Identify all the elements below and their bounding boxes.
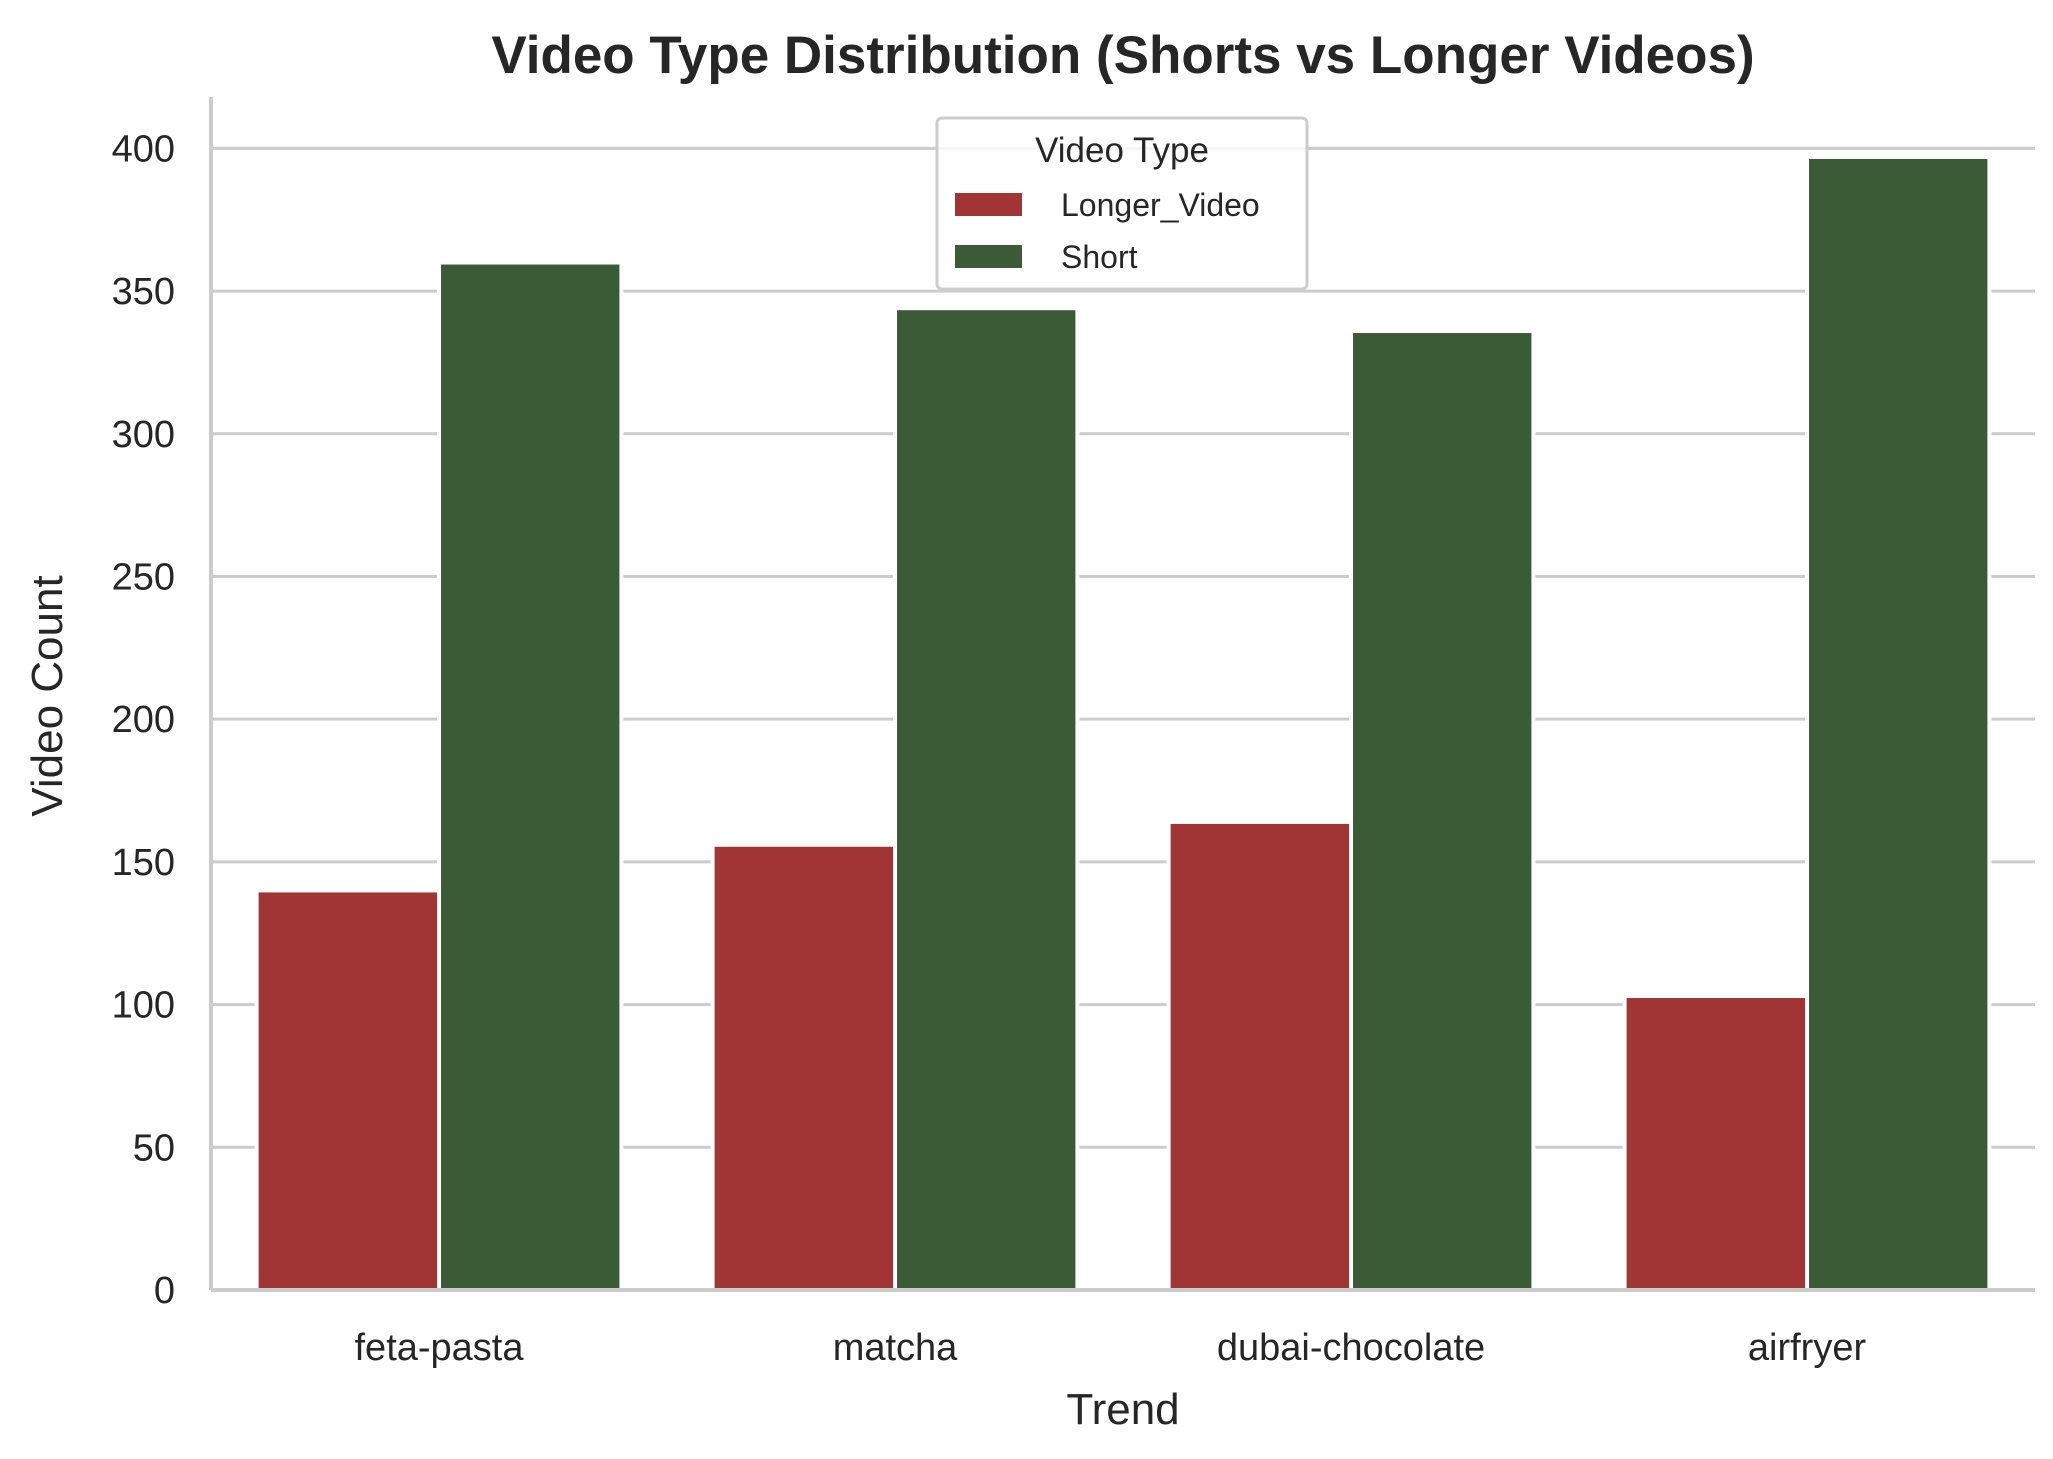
bar-longer-video-feta-pasta [254, 888, 441, 1292]
x-tick-label: matcha [833, 1327, 958, 1369]
y-tick-label: 150 [112, 842, 175, 884]
y-axis-label: Video Count [23, 575, 72, 816]
bar-longer-video-matcha [710, 842, 897, 1292]
bars [254, 154, 1992, 1293]
x-tick-label: dubai-chocolate [1217, 1327, 1485, 1369]
legend-label-short: Short [1061, 239, 1138, 275]
x-tick-label: feta-pasta [355, 1327, 525, 1369]
y-tick-label: 300 [112, 414, 175, 456]
legend-box [935, 116, 1309, 291]
chart-title: Video Type Distribution (Shorts vs Longe… [491, 26, 1754, 85]
bar-short-airfryer [1805, 154, 1992, 1292]
y-tick-label: 100 [112, 985, 175, 1027]
legend: Video Type Longer_Video Short [935, 116, 1309, 291]
y-tick-label: 350 [112, 271, 175, 313]
y-tick-label: 250 [112, 556, 175, 598]
legend-title: Video Type [1035, 131, 1209, 170]
y-tick-label: 50 [133, 1127, 175, 1169]
legend-label-longer-video: Longer_Video [1061, 187, 1260, 223]
bar-longer-video-airfryer [1622, 994, 1809, 1293]
legend-swatch-short [955, 245, 1022, 268]
bar-short-matcha [893, 306, 1080, 1293]
bar-short-dubai-chocolate [1349, 329, 1536, 1292]
legend-swatch-longer-video [955, 193, 1022, 216]
x-tick-label: airfryer [1748, 1327, 1867, 1369]
y-tick-label: 200 [112, 699, 175, 741]
axes: 0 50 100 150 200 250 300 350 400 feta-pasta matcha… [112, 97, 2035, 1369]
bar-longer-video-dubai-chocolate [1166, 819, 1353, 1293]
y-tick-label: 400 [112, 128, 175, 170]
x-axis-label: Trend [1066, 1385, 1179, 1434]
bar-short-feta-pasta [437, 260, 624, 1292]
y-tick-label: 0 [154, 1270, 175, 1312]
